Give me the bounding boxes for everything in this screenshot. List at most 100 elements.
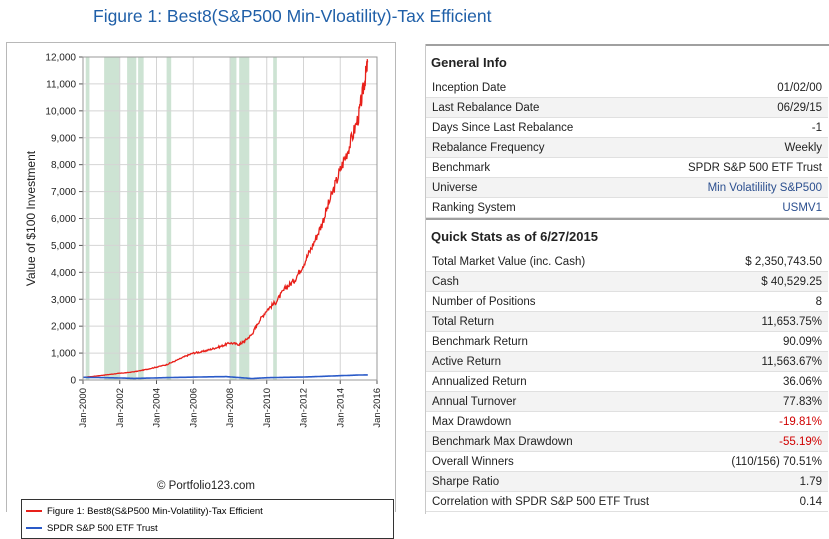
quick-stats-row: Benchmark Return 90.09% (426, 332, 828, 352)
y-axis-label: Value of $100 Investment (24, 150, 38, 286)
quick-stats-label: Annual Turnover (432, 396, 517, 408)
y-tick-label: 10,000 (45, 106, 76, 117)
quick-stats-value: (110/156) 70.51% (731, 456, 822, 468)
general-info-row: Days Since Last Rebalance -1 (426, 118, 828, 138)
series-line-benchmark (83, 374, 368, 380)
legend-item-benchmark: SPDR S&P 500 ETF Trust (26, 523, 158, 537)
info-panel: General Info Inception Date 01/02/00 Last … (425, 44, 829, 514)
general-info-value[interactable]: Min Volatilility S&P500 (707, 182, 822, 194)
quick-stats-value: 90.09% (782, 336, 822, 348)
general-info-row: Last Rebalance Date 06/29/15 (426, 98, 828, 118)
y-tick-label: 2,000 (51, 322, 76, 333)
y-tick-label: 9,000 (51, 133, 76, 144)
general-info-value: 06/29/15 (777, 102, 822, 114)
general-info-row: Benchmark SPDR S&P 500 ETF Trust (426, 158, 828, 178)
x-tick-label: Jan-2016 (372, 388, 383, 428)
y-tick-label: 3,000 (51, 295, 76, 306)
quick-stats-row: Overall Winners (110/156) 70.51% (426, 452, 828, 472)
quick-stats-row: Benchmark Max Drawdown -55.19% (426, 432, 828, 452)
quick-stats-label: Total Market Value (inc. Cash) (432, 256, 586, 268)
general-info-title: General Info (426, 44, 829, 78)
general-info-row: Ranking System USMV1 (426, 198, 828, 218)
general-info-label: Universe (432, 182, 478, 194)
quick-stats-value: 0.14 (799, 496, 822, 508)
general-info-label: Ranking System (432, 202, 516, 214)
quick-stats-row: Number of Positions 8 (426, 292, 828, 312)
general-info-value: 01/02/00 (777, 82, 822, 94)
legend-label-benchmark: SPDR S&P 500 ETF Trust (47, 523, 158, 534)
general-info-row: Rebalance Frequency Weekly (426, 138, 828, 158)
quick-stats-value: 11,563.67% (761, 356, 822, 368)
quick-stats-label: Sharpe Ratio (432, 476, 500, 488)
y-tick-label: 5,000 (51, 241, 76, 252)
figure-title: Figure 1: Best8(S&P500 Min-Vloatility)-T… (93, 6, 492, 26)
quick-stats-title: Quick Stats as of 6/27/2015 (426, 218, 829, 252)
quick-stats-row: Annual Turnover 77.83% (426, 392, 828, 412)
quick-stats-row: Total Return 11,653.75% (426, 312, 828, 332)
x-tick-label: Jan-2010 (262, 388, 273, 428)
quick-stats-value: $ 40,529.25 (761, 276, 822, 288)
quick-stats-label: Max Drawdown (432, 416, 512, 428)
quick-stats-value: $ 2,350,743.50 (745, 256, 822, 268)
y-tick-label: 0 (70, 376, 76, 387)
general-info-value[interactable]: USMV1 (782, 202, 822, 214)
copyright-text: © Portfolio123.com (157, 480, 255, 492)
x-tick-label: Jan-2004 (152, 388, 163, 428)
general-info-value: Weekly (784, 142, 823, 154)
x-tick-label: Jan-2006 (188, 388, 199, 428)
general-info-label: Benchmark (432, 162, 491, 174)
quick-stats-row: Correlation with SPDR S&P 500 ETF Trust 0… (426, 492, 828, 512)
quick-stats-row: Cash $ 40,529.25 (426, 272, 828, 292)
quick-stats-label: Overall Winners (432, 456, 514, 468)
y-tick-label: 6,000 (51, 214, 76, 225)
chart-legend: Figure 1: Best8(S&P500 Min-Volatility)-T… (21, 499, 394, 539)
legend-label-portfolio: Figure 1: Best8(S&P500 Min-Volatility)-T… (47, 506, 263, 517)
y-tick-label: 4,000 (51, 268, 76, 279)
y-tick-label: 11,000 (46, 79, 76, 90)
y-tick-label: 1,000 (51, 349, 76, 360)
x-tick-label: Jan-2012 (299, 388, 310, 428)
quick-stats-value: 36.06% (782, 376, 822, 388)
quick-stats-value: 8 (815, 296, 822, 308)
legend-swatch-portfolio (26, 510, 42, 513)
quick-stats-label: Active Return (432, 356, 502, 368)
legend-swatch-benchmark (26, 527, 42, 530)
quick-stats-row: Max Drawdown -19.81% (426, 412, 828, 432)
quick-stats-row: Annualized Return 36.06% (426, 372, 828, 392)
general-info-value: -1 (811, 122, 822, 134)
quick-stats-row: Total Market Value (inc. Cash) $ 2,350,74… (426, 252, 828, 272)
x-tick-label: Jan-2008 (225, 388, 236, 428)
quick-stats-label: Benchmark Max Drawdown (432, 436, 573, 448)
general-info-row: Inception Date 01/02/00 (426, 78, 828, 98)
x-tick-label: Jan-2000 (78, 388, 89, 428)
quick-stats-value: 1.79 (799, 476, 822, 488)
series-line-portfolio (83, 59, 369, 378)
general-info-label: Inception Date (432, 82, 507, 94)
quick-stats-value: 11,653.75% (761, 316, 822, 328)
quick-stats-label: Annualized Return (432, 376, 527, 388)
general-info-label: Last Rebalance Date (432, 102, 540, 114)
quick-stats-value: -55.19% (779, 436, 822, 448)
quick-stats-value: -19.81% (779, 416, 822, 428)
y-tick-label: 7,000 (51, 187, 76, 198)
general-info-label: Days Since Last Rebalance (432, 122, 574, 134)
quick-stats-label: Total Return (432, 316, 495, 328)
quick-stats-row: Active Return 11,563.67% (426, 352, 828, 372)
quick-stats-value: 77.83% (782, 396, 822, 408)
x-tick-label: Jan-2014 (335, 388, 346, 428)
general-info-label: Rebalance Frequency (432, 142, 545, 154)
y-tick-label: 8,000 (51, 160, 76, 171)
legend-item-portfolio: Figure 1: Best8(S&P500 Min-Volatility)-T… (26, 506, 263, 520)
quick-stats-label: Correlation with SPDR S&P 500 ETF Trust (432, 496, 650, 508)
chart-panel: 0 1,000 2,000 3,000 4,000 5,000 6,000 7,000 8,00… (6, 42, 396, 539)
quick-stats-row: Sharpe Ratio 1.79 (426, 472, 828, 492)
performance-chart: 0 1,000 2,000 3,000 4,000 5,000 6,000 7,000 8,00… (24, 53, 383, 428)
y-tick-label: 12,000 (45, 53, 76, 64)
x-tick-label: Jan-2002 (115, 388, 126, 428)
general-info-value: SPDR S&P 500 ETF Trust (687, 162, 822, 174)
plot-border (82, 56, 378, 381)
quick-stats-label: Benchmark Return (432, 336, 528, 348)
general-info-row: Universe Min Volatilility S&P500 (426, 178, 828, 198)
quick-stats-label: Cash (432, 276, 459, 288)
quick-stats-label: Number of Positions (432, 296, 536, 308)
